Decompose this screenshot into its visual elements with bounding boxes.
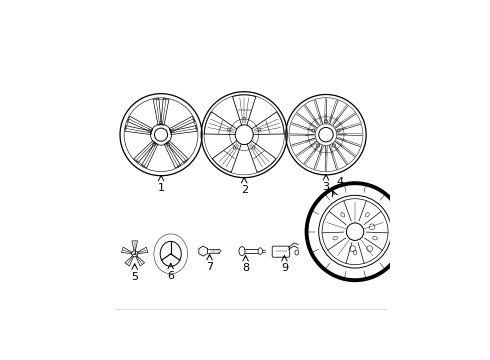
Circle shape <box>233 147 236 149</box>
Circle shape <box>337 129 340 132</box>
Circle shape <box>243 117 245 120</box>
Ellipse shape <box>235 125 253 145</box>
Circle shape <box>252 147 255 149</box>
Circle shape <box>152 143 155 146</box>
Circle shape <box>332 144 335 147</box>
Circle shape <box>154 128 168 141</box>
Ellipse shape <box>258 248 263 255</box>
FancyBboxPatch shape <box>272 246 290 257</box>
Circle shape <box>259 129 261 131</box>
Text: 4: 4 <box>337 177 344 187</box>
Circle shape <box>132 251 138 257</box>
Text: 7: 7 <box>206 262 213 272</box>
Circle shape <box>227 129 230 131</box>
Circle shape <box>167 143 170 146</box>
Text: 9: 9 <box>281 263 288 273</box>
Text: 3: 3 <box>322 183 329 192</box>
Circle shape <box>148 130 150 132</box>
Circle shape <box>172 130 174 132</box>
Text: 5: 5 <box>131 271 138 282</box>
Text: 1: 1 <box>158 183 165 193</box>
Ellipse shape <box>239 247 245 256</box>
Circle shape <box>160 121 162 124</box>
Text: 2: 2 <box>241 185 248 195</box>
Circle shape <box>318 127 333 142</box>
Text: 8: 8 <box>242 263 249 273</box>
Circle shape <box>346 223 364 240</box>
Circle shape <box>312 129 315 132</box>
Circle shape <box>324 120 328 123</box>
Circle shape <box>317 144 320 147</box>
Text: 6: 6 <box>167 271 174 281</box>
Ellipse shape <box>160 242 181 266</box>
